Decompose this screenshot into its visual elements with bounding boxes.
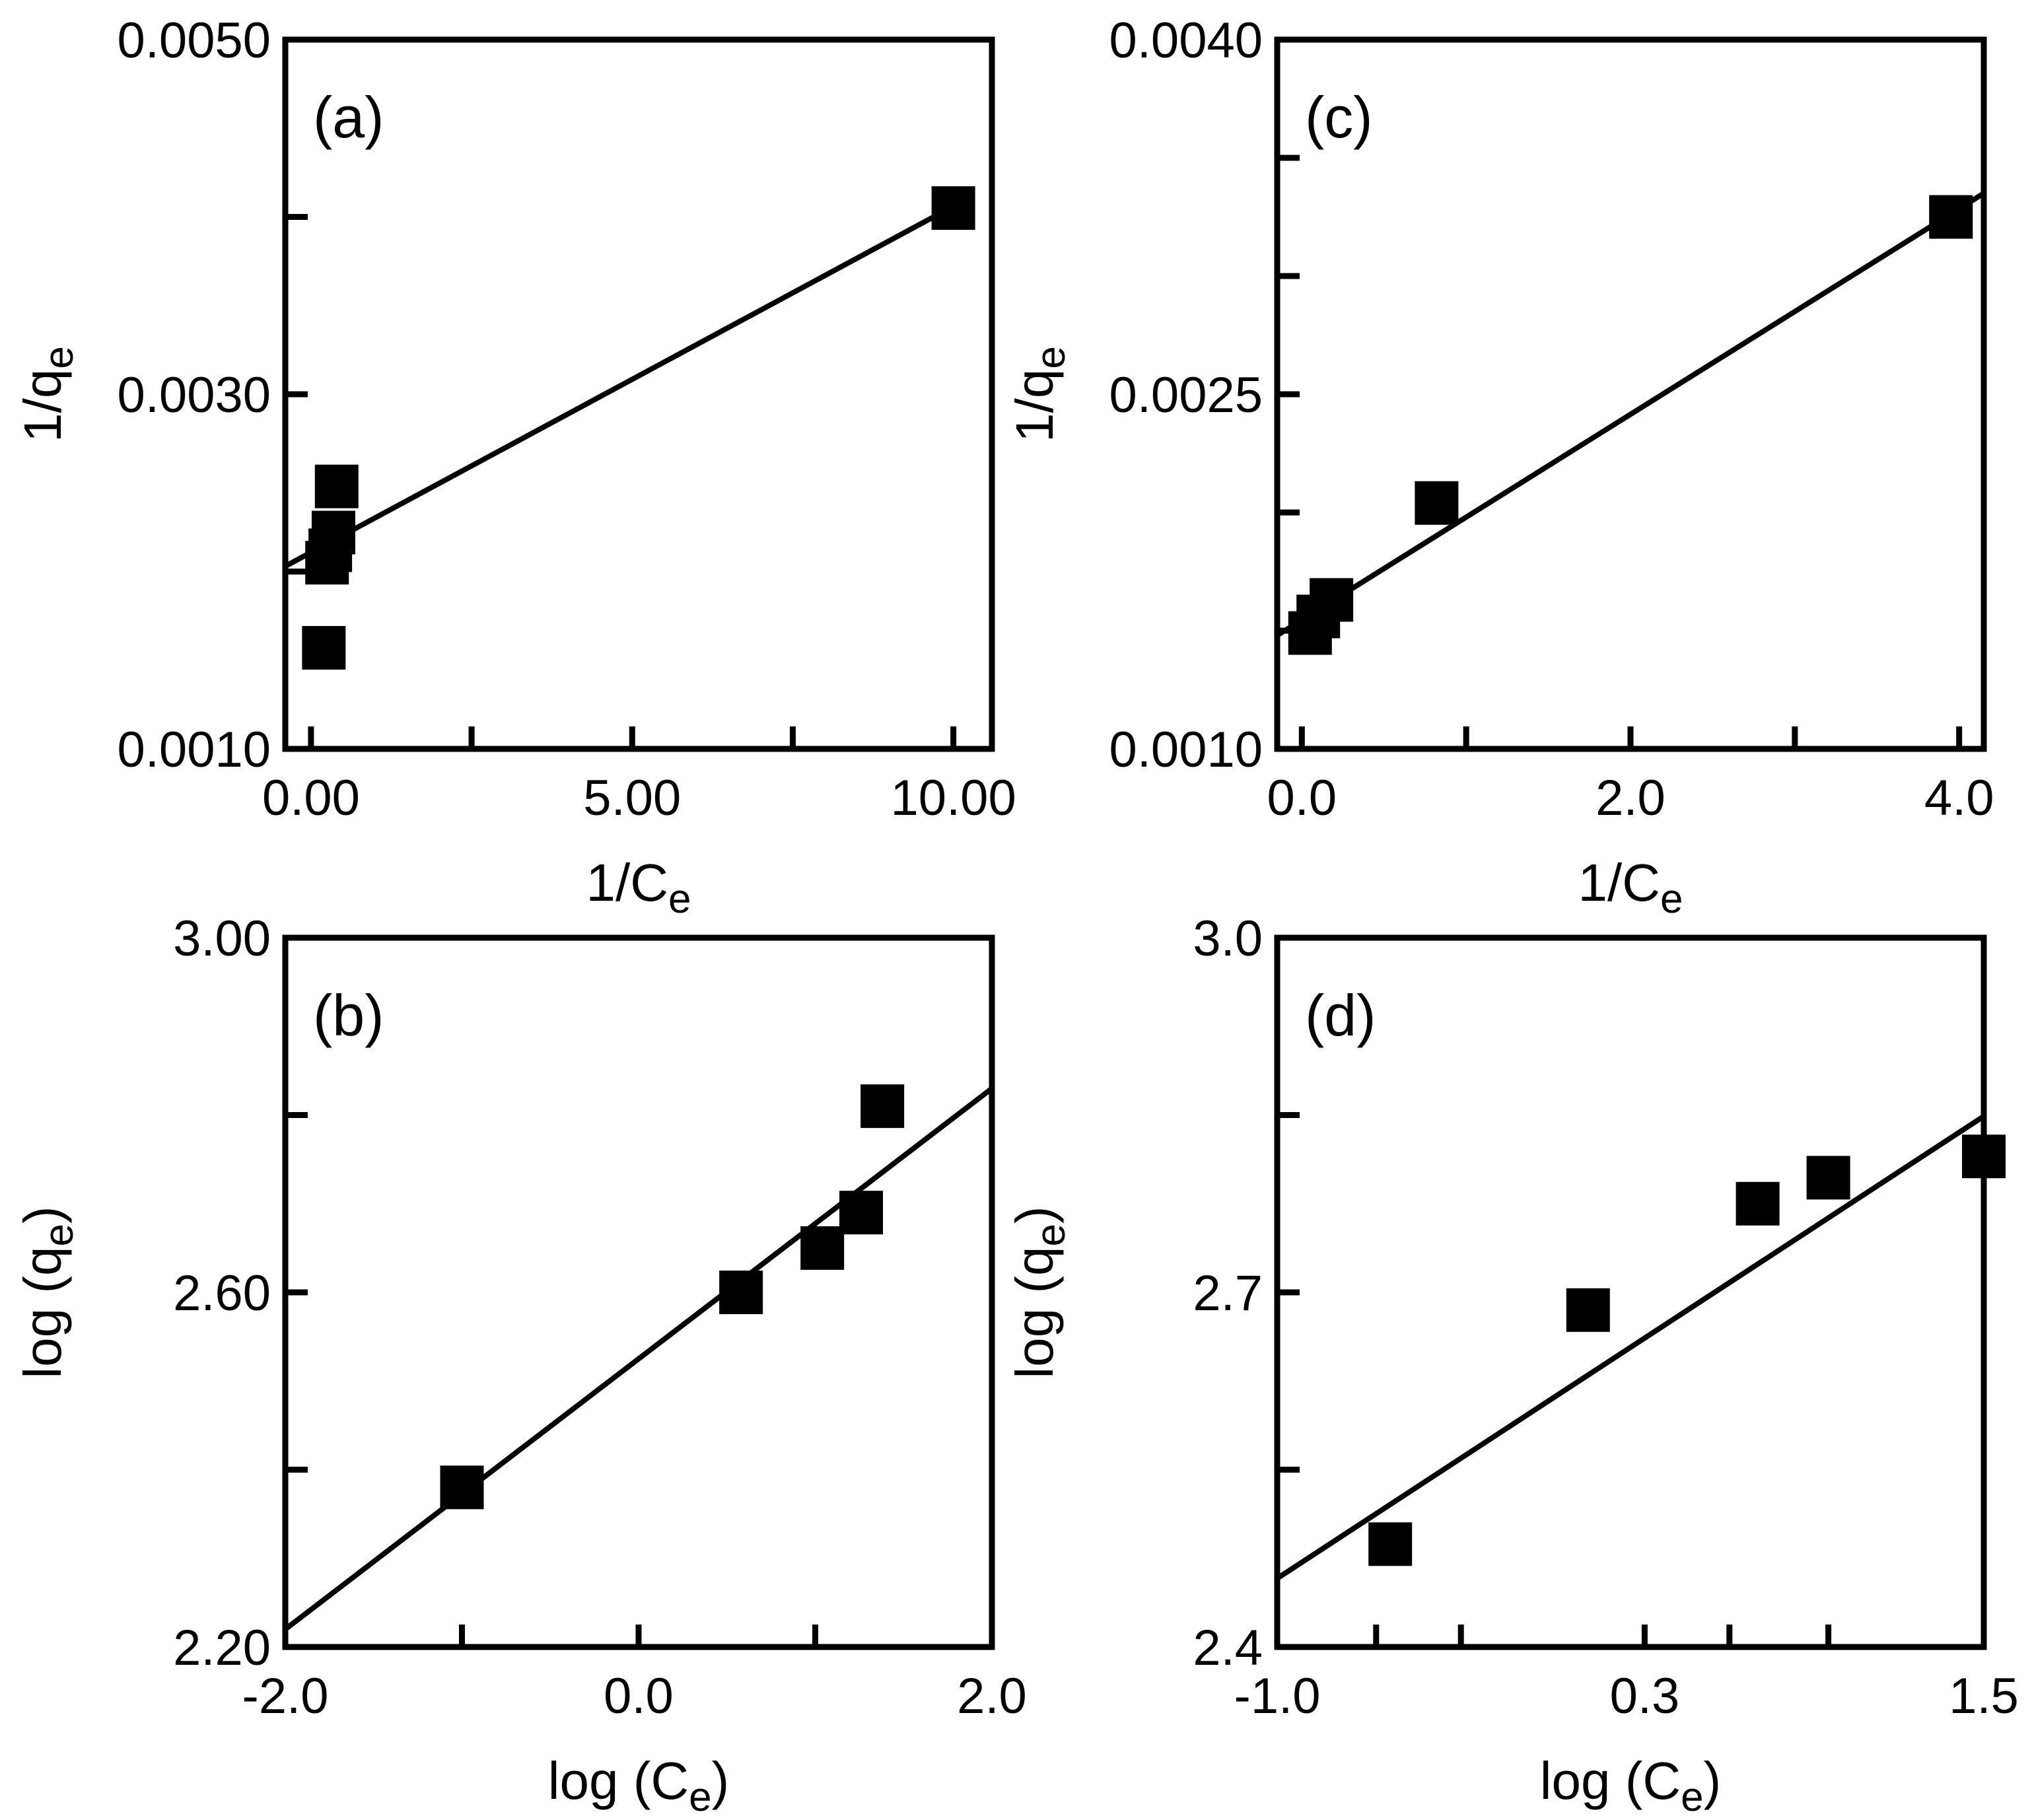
data-point xyxy=(1566,1288,1610,1332)
data-point xyxy=(1368,1522,1413,1566)
fit-line xyxy=(1277,191,1984,638)
fit-line xyxy=(285,1086,992,1632)
panel-c: 0.0 2.0 4.0 0.0010 0.0025 0.0040 (c) 1/Ce 1/qe xyxy=(1005,13,1994,922)
x-tick-label: -2.0 xyxy=(242,1668,329,1724)
panel-label: (a) xyxy=(313,85,384,150)
x-tick-label: 0.00 xyxy=(262,770,360,826)
x-axis-label: 1/Ce xyxy=(1578,853,1683,922)
x-axis-label: log (Ce) xyxy=(548,1751,730,1820)
plot-frame xyxy=(1274,36,1987,752)
y-axis-label: 1/qe xyxy=(13,346,82,442)
y-axis-label: log (qe) xyxy=(13,1206,82,1378)
y-tick-label: 0.0010 xyxy=(118,722,271,778)
y-tick-label: 3.00 xyxy=(173,911,271,967)
x-tick-label: 0.0 xyxy=(1267,770,1337,826)
y-tick-label: 0.0010 xyxy=(1109,722,1263,778)
plot-frame xyxy=(282,36,995,752)
y-tick-label: 0.0040 xyxy=(1109,13,1263,69)
plot-frame xyxy=(282,934,995,1650)
y-tick-label: 3.0 xyxy=(1193,911,1263,967)
x-tick-label: 1.5 xyxy=(1949,1668,2019,1724)
y-tick-label: 2.7 xyxy=(1193,1265,1263,1321)
x-tick-label: 4.0 xyxy=(1924,770,1994,826)
panel-b: -2.0 0.0 2.0 2.20 2.60 3.00 (b) log (Ce) log (qe… xyxy=(13,911,1027,1820)
panel-d: -1.0 0.3 1.5 2.4 2.7 3.0 (d) log (Ce) log (qe) xyxy=(1005,911,2019,1820)
y-tick-label: 0.0050 xyxy=(118,13,271,69)
data-point xyxy=(800,1226,845,1270)
data-point xyxy=(1806,1156,1850,1200)
data-point xyxy=(1415,481,1459,525)
y-tick-label: 0.0025 xyxy=(1109,367,1263,423)
x-tick-label: 2.0 xyxy=(1596,770,1666,826)
y-tick-label: 2.20 xyxy=(173,1620,271,1676)
x-tick-label: 0.0 xyxy=(604,1668,674,1724)
y-axis-label: log (qe) xyxy=(1005,1206,1074,1378)
data-point xyxy=(302,625,346,670)
panel-label: (c) xyxy=(1305,85,1373,150)
x-axis-label: log (Ce) xyxy=(1540,1751,1722,1820)
y-tick-label: 2.4 xyxy=(1193,1620,1263,1676)
y-tick-label: 0.0030 xyxy=(118,367,271,423)
y-axis-label: 1/qe xyxy=(1005,346,1074,442)
panel-label: (b) xyxy=(313,983,384,1048)
fit-line xyxy=(285,203,955,569)
panel-label: (d) xyxy=(1305,983,1376,1048)
x-tick-label: 2.0 xyxy=(957,1668,1027,1724)
data-point xyxy=(1736,1181,1780,1226)
x-tick-label: -1.0 xyxy=(1234,1668,1321,1724)
x-tick-label: 5.00 xyxy=(583,770,681,826)
x-tick-label: 0.3 xyxy=(1610,1668,1680,1724)
data-point xyxy=(1962,1135,2006,1179)
fit-line xyxy=(1277,1113,1984,1581)
data-point xyxy=(931,186,975,230)
x-tick-label: 10.00 xyxy=(891,770,1016,826)
panel-a: 0.00 5.00 10.00 0.0010 0.0030 0.0050 (a) 1/Ce 1/… xyxy=(13,13,1016,922)
y-tick-label: 2.60 xyxy=(173,1265,271,1321)
data-point xyxy=(860,1084,905,1129)
x-axis-label: 1/Ce xyxy=(586,853,691,922)
data-point xyxy=(314,464,359,508)
